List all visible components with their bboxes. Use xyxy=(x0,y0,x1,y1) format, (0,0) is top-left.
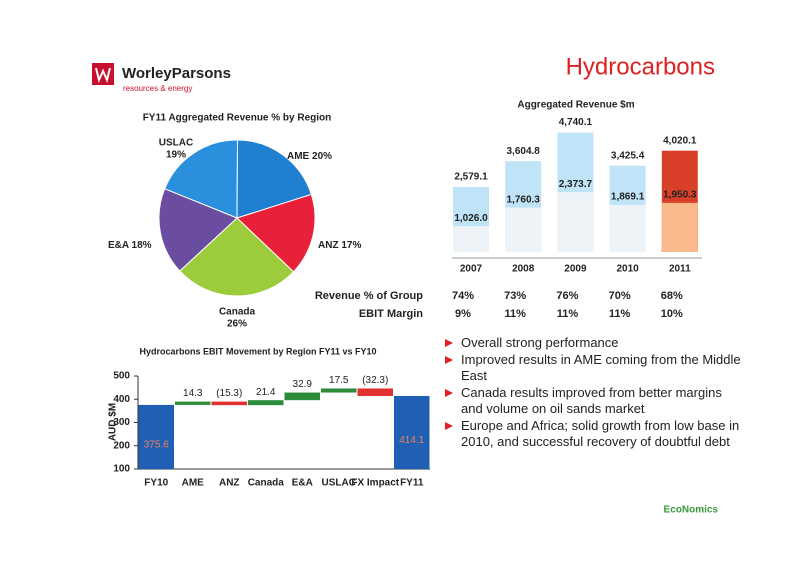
bar-value-label: 4,740.1 xyxy=(559,117,593,128)
slice-label: E&A xyxy=(108,240,129,251)
row-cell: 9% xyxy=(455,308,471,320)
slice-label: USLAC xyxy=(159,138,193,149)
pie-slice xyxy=(164,139,239,219)
bar-value-label: (15.3) xyxy=(216,388,242,399)
chart-title: Hydrocarbons EBIT Movement by Region FY1… xyxy=(139,346,376,356)
x-tick-label: 2009 xyxy=(564,264,587,275)
x-tick-label: FY11 xyxy=(400,478,424,489)
y-tick-label: 200 xyxy=(113,440,130,451)
bar-value-label: 14.3 xyxy=(183,388,203,399)
y-tick-label: 100 xyxy=(113,464,130,475)
bar-value-label: 1,026.0 xyxy=(454,213,488,224)
bar xyxy=(138,404,174,469)
bar-value-label: 1,869.1 xyxy=(611,192,645,203)
bullet-list: Overall strong performance Improved resul… xyxy=(443,335,743,451)
bar xyxy=(453,226,489,252)
y-tick-label: 400 xyxy=(113,394,130,405)
chart-title: FY11 Aggregated Revenue % by Region xyxy=(143,113,332,124)
slice-label: Canada xyxy=(219,307,256,318)
bar xyxy=(609,204,646,252)
bar xyxy=(321,388,357,393)
slice-value-label: 26% xyxy=(227,319,247,330)
chart-title: Aggregated Revenue $m xyxy=(517,100,634,111)
row-cell: 10% xyxy=(661,308,683,320)
x-tick-label: Canada xyxy=(248,478,285,489)
bar-value-label: 1,760.3 xyxy=(507,194,541,205)
x-tick-label: 2010 xyxy=(616,264,639,275)
row-cell: 11% xyxy=(504,308,526,320)
bar-value-label: 375.6 xyxy=(144,440,169,451)
x-tick-label: ANZ xyxy=(219,478,240,489)
y-tick-label: 500 xyxy=(113,371,130,382)
bar-value-label: 21.4 xyxy=(256,387,276,398)
bar xyxy=(211,401,247,406)
bar xyxy=(394,395,430,469)
x-tick-label: 2011 xyxy=(669,264,691,275)
bullet: Europe and Africa; solid growth from low… xyxy=(443,418,743,450)
slice-value-label: 19% xyxy=(166,150,186,161)
bar-value-label: 414.1 xyxy=(399,435,424,446)
bar-value-label: 1,950.3 xyxy=(663,189,697,200)
y-axis-label: AUD $M xyxy=(108,403,119,441)
bullet: Overall strong performance xyxy=(443,335,743,351)
row-cell: 11% xyxy=(609,308,631,320)
bar xyxy=(284,392,320,401)
footer-brand: EcoNomics xyxy=(664,505,719,516)
slice-label-group: E&A 18% xyxy=(108,240,152,251)
bar-value-label: 32.9 xyxy=(293,379,313,390)
row-label: Revenue % of Group xyxy=(315,290,423,302)
bullet: Improved results in AME coming from the … xyxy=(443,352,743,384)
bullet: Canada results improved from better marg… xyxy=(443,385,743,417)
pie-slice xyxy=(236,139,312,219)
bar-value-label: 17.5 xyxy=(329,375,349,386)
brand: WorleyParsons xyxy=(122,65,231,82)
bar-value-label: (32.3) xyxy=(362,375,388,386)
row-cell: 68% xyxy=(661,290,683,302)
x-tick-label: E&A xyxy=(292,478,313,489)
page-title: Hydrocarbons xyxy=(566,53,715,80)
x-tick-label: 2008 xyxy=(512,264,535,275)
slice-value-label: 17% xyxy=(341,240,361,251)
slice-label: ANZ xyxy=(318,240,339,251)
x-tick-label: 2007 xyxy=(460,264,483,275)
pie-slice xyxy=(236,193,316,273)
pie-slice xyxy=(179,217,295,297)
y-tick-label: 300 xyxy=(113,417,130,428)
slice-value-label: 20% xyxy=(312,151,332,162)
pie-slice xyxy=(158,188,238,272)
bar xyxy=(357,388,393,396)
slice-value-label: 18% xyxy=(132,240,152,251)
row-cell: 73% xyxy=(504,290,526,302)
row-cell: 76% xyxy=(556,290,578,302)
bar-value-label: 2,373.7 xyxy=(559,179,593,190)
row-label: EBIT Margin xyxy=(359,308,423,320)
bar-value-label: 4,020.1 xyxy=(663,135,697,146)
x-tick-label: FY10 xyxy=(144,478,168,489)
bar-value-label: 2,579.1 xyxy=(454,172,488,183)
x-tick-label: AME xyxy=(182,478,205,489)
x-tick-label: USLAC xyxy=(322,478,356,489)
row-cell: 70% xyxy=(609,290,631,302)
logo-mark xyxy=(95,67,111,84)
bar-value-label: 3,604.8 xyxy=(507,146,541,157)
x-tick-label: FX Impact xyxy=(351,478,399,489)
bar xyxy=(661,202,698,252)
bar-value-label: 3,425.4 xyxy=(611,150,645,161)
row-cell: 11% xyxy=(557,308,579,320)
slice-label: AME xyxy=(287,151,310,162)
bar xyxy=(175,401,211,405)
logo-icon xyxy=(92,63,114,85)
bar xyxy=(248,400,284,406)
slice-label-group: AME 20% xyxy=(287,151,332,162)
slice-label-group: ANZ 17% xyxy=(318,240,361,251)
tagline: resources & energy xyxy=(123,84,192,93)
row-cell: 74% xyxy=(452,290,474,302)
bar xyxy=(557,192,594,252)
bar xyxy=(505,207,542,252)
